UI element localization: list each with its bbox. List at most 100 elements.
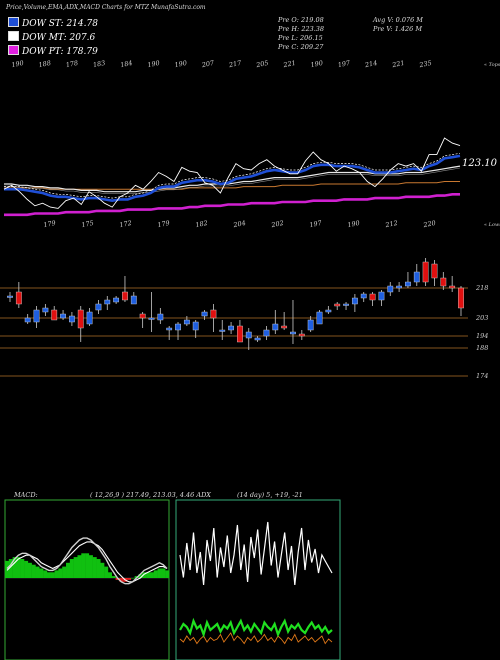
top-label: 190 xyxy=(174,59,188,69)
candle-up xyxy=(42,307,49,313)
macd-hist-bar xyxy=(46,572,51,578)
low-label: 190 xyxy=(347,219,361,229)
low-label: 172 xyxy=(119,219,133,229)
top-label: 207 xyxy=(200,59,216,70)
top-label: 221 xyxy=(390,59,405,70)
candle-up xyxy=(69,315,75,323)
low-label: 182 xyxy=(195,219,209,229)
candle-up xyxy=(316,311,323,325)
chart-header-title: Price,Volume,EMA,ADX,MACD Charts for MTZ… xyxy=(6,4,206,11)
candle-up xyxy=(263,329,270,337)
legend-swatch-pt xyxy=(8,45,19,55)
top-label: 188 xyxy=(38,59,52,69)
top-label: 205 xyxy=(254,59,269,70)
legend-dow-mt: DOW MT: 207.6 xyxy=(8,31,95,43)
price-line xyxy=(3,137,461,209)
di-minus-line xyxy=(179,632,333,645)
adx-frame xyxy=(175,499,341,660)
level-label: 174 xyxy=(476,372,488,380)
top-label: 190 xyxy=(11,59,25,69)
macd-hist-bar xyxy=(62,566,67,578)
top-label: 235 xyxy=(418,59,433,70)
candle-up xyxy=(148,317,155,320)
macd-hist-bar xyxy=(66,562,71,578)
candle-down xyxy=(122,291,128,301)
stat-pre-high: Pre H: 223.38 xyxy=(278,25,325,33)
candle-up xyxy=(351,297,358,305)
macd-hist-bar xyxy=(142,572,147,578)
candle-up xyxy=(245,331,252,339)
ema-mid-band xyxy=(4,167,461,194)
ema-pt-line xyxy=(4,193,460,217)
candle-up xyxy=(360,293,367,299)
macd-panel xyxy=(4,499,170,660)
ema-fast-band xyxy=(4,152,461,199)
candle-up xyxy=(86,311,93,325)
candle-down xyxy=(298,333,305,337)
macd-frame xyxy=(4,499,170,660)
candle-down xyxy=(139,313,146,319)
macd-hist-bar xyxy=(81,553,86,578)
top-label: 178 xyxy=(65,59,79,69)
macd-hist-bar xyxy=(54,570,59,578)
macd-hist-bar xyxy=(146,572,151,578)
legend-label-st: DOW ST: 214.78 xyxy=(22,19,98,29)
candle-up xyxy=(228,325,234,331)
ema-fast-line xyxy=(4,154,461,203)
candle-down xyxy=(458,287,464,309)
macd-hist-bar xyxy=(35,566,40,578)
macd-hist-bar xyxy=(107,572,112,578)
stat-pre-volume: Pre V: 1.426 M xyxy=(373,25,423,33)
candle-down xyxy=(210,309,217,319)
macd-hist-bar xyxy=(20,559,25,578)
candle-up xyxy=(219,329,226,332)
stat-pre-low: Pre L: 206.15 xyxy=(278,34,323,42)
macd-hist-bar xyxy=(92,557,97,578)
candle-down xyxy=(369,293,376,301)
ema-slow-line xyxy=(4,181,460,190)
macd-hist-bar xyxy=(96,559,101,578)
indicator-svg xyxy=(4,499,341,660)
low-label: 212 xyxy=(384,219,399,230)
candle-up xyxy=(396,285,402,289)
top-tag: « Tops xyxy=(484,62,500,68)
macd-hist-bar xyxy=(149,572,154,578)
top-label: 184 xyxy=(119,59,133,69)
candle-up xyxy=(343,303,349,306)
macd-hist-bar xyxy=(77,555,82,578)
main-chart-svg: 190 188 178 183 184 190 190 207 217 205 221 190 197 2… xyxy=(0,59,500,380)
macd-hist-bar xyxy=(157,568,162,578)
candle-up xyxy=(405,281,411,287)
macd-signal-line xyxy=(6,541,168,583)
level-label: 188 xyxy=(476,344,488,352)
macd-hist-bar xyxy=(130,578,135,579)
legend-label-mt: DOW MT: 207.6 xyxy=(22,33,96,43)
macd-hist-bar xyxy=(153,570,158,578)
top-label: 197 xyxy=(337,59,352,70)
low-label: 202 xyxy=(270,219,285,230)
candle-down xyxy=(449,285,456,289)
top-label: 190 xyxy=(310,59,324,69)
bottom-tag: « Lows xyxy=(484,222,500,228)
adx-panel xyxy=(175,499,341,660)
macd-hist-bar xyxy=(39,568,44,578)
low-label: 204 xyxy=(232,219,247,230)
candle-up xyxy=(24,317,31,323)
macd-params: ( 12,26,9 ) 217.49, 213.03, 4.46 ADX xyxy=(90,491,211,499)
legend-swatch-st xyxy=(8,17,19,27)
level-label: 194 xyxy=(476,332,488,340)
top-label: 190 xyxy=(147,59,161,69)
legend-label-pt: DOW PT: 178.79 xyxy=(22,47,98,57)
candle-up xyxy=(60,313,66,319)
macd-hist-bar xyxy=(43,570,48,578)
macd-hist-bar xyxy=(50,572,55,578)
candle-up xyxy=(387,285,394,293)
candle-up xyxy=(254,337,261,341)
stat-avg-volume: Avg V: 0.076 M xyxy=(373,16,423,24)
candle-down xyxy=(422,261,429,283)
candle-up xyxy=(192,321,199,331)
top-label: 183 xyxy=(92,59,106,69)
low-label: 197 xyxy=(309,219,324,230)
macd-line xyxy=(6,537,168,585)
right-value: 123.10 xyxy=(462,158,498,169)
